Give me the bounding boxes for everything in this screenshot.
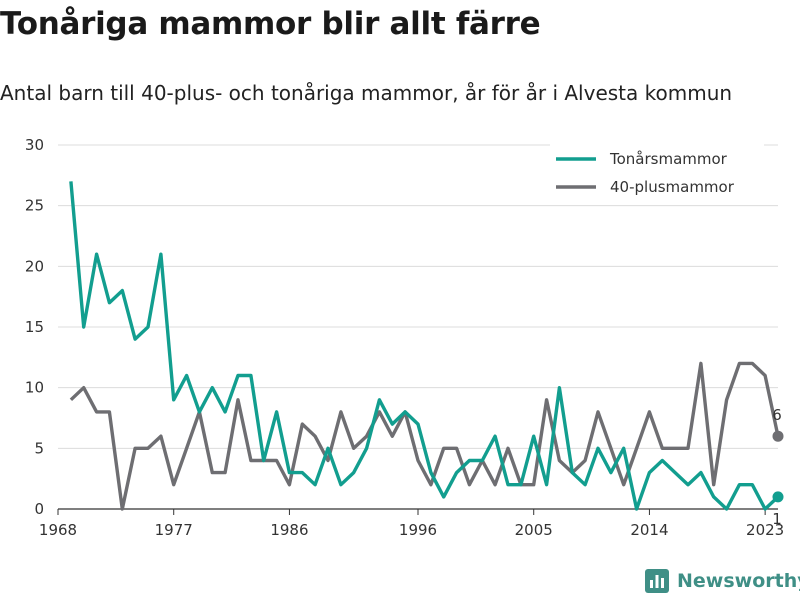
x-tick-label: 2014 [630, 521, 668, 539]
series-line-40-plusmammor [69, 361, 780, 511]
y-tick-label: 20 [25, 257, 44, 275]
legend: Tonårsmammor 40-plusmammor [550, 141, 764, 205]
end-point-tonarsmammor [772, 491, 784, 503]
x-tick-label: 1977 [155, 521, 193, 539]
end-label-tonarsmammor: 1 [772, 510, 782, 528]
y-tick-label: 10 [25, 379, 44, 397]
y-tick-label: 30 [25, 136, 44, 154]
y-tick-label: 0 [34, 500, 44, 518]
y-tick-label: 15 [25, 318, 44, 336]
x-tick-label: 1968 [39, 521, 77, 539]
legend-label: 40-plusmammor [610, 178, 735, 196]
end-point-40-plusmammor [772, 430, 784, 442]
legend-background [550, 141, 764, 205]
series-lines: 61 [69, 181, 784, 528]
y-tick-label: 5 [34, 439, 44, 457]
bar-chart-logo-icon [645, 569, 669, 593]
x-tick-label: 1986 [270, 521, 308, 539]
x-tick-label: 1996 [399, 521, 437, 539]
axes: 0 5 10 15 20 25 30 1968 1977 1986 1996 2005 2014 2023 [25, 136, 784, 539]
chart-subtitle: Antal barn till 40-plus- och tonåriga ma… [0, 81, 733, 105]
x-tick-label: 2005 [515, 521, 553, 539]
legend-label: Tonårsmammor [609, 150, 728, 168]
end-label-40-plusmammor: 6 [772, 406, 782, 424]
brand-name: Newsworthy [677, 570, 800, 592]
brand-logo: Newsworthy [645, 569, 800, 593]
y-tick-label: 25 [25, 197, 44, 215]
series-line-tonarsmammor [69, 181, 780, 511]
chart-title: Tonåriga mammor blir allt färre [0, 6, 541, 42]
x-tick-label: 2023 [746, 521, 784, 539]
